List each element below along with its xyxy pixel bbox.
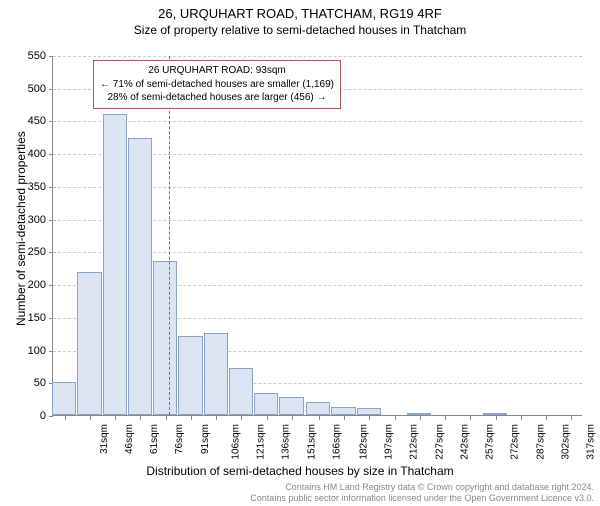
histogram-bar <box>254 393 278 415</box>
x-tick-label: 302sqm <box>560 424 571 460</box>
chart-container: 05010015020025030035040045050055031sqm46… <box>52 56 582 416</box>
x-tick-mark <box>166 416 167 420</box>
y-tick-label: 450 <box>6 115 46 127</box>
histogram-bar <box>178 336 202 415</box>
y-tick-mark <box>49 220 53 221</box>
y-tick-mark <box>49 285 53 286</box>
x-tick-mark <box>369 416 370 420</box>
y-tick-mark <box>49 252 53 253</box>
x-tick-mark <box>521 416 522 420</box>
histogram-bar <box>204 333 228 415</box>
y-tick-label: 550 <box>6 50 46 62</box>
x-tick-label: 182sqm <box>358 424 369 460</box>
histogram-bar <box>306 402 330 415</box>
y-tick-label: 400 <box>6 148 46 160</box>
x-tick-mark <box>115 416 116 420</box>
x-tick-mark <box>546 416 547 420</box>
histogram-bar <box>279 397 303 415</box>
y-tick-label: 300 <box>6 214 46 226</box>
page-subtitle: Size of property relative to semi-detach… <box>0 23 600 37</box>
x-tick-label: 242sqm <box>459 424 470 460</box>
x-tick-mark <box>571 416 572 420</box>
gridline <box>53 56 582 57</box>
x-tick-mark <box>395 416 396 420</box>
histogram-bar <box>357 408 381 415</box>
x-tick-label: 227sqm <box>434 424 445 460</box>
x-tick-label: 166sqm <box>331 424 342 460</box>
x-tick-mark <box>292 416 293 420</box>
y-tick-mark <box>49 89 53 90</box>
y-tick-mark <box>49 416 53 417</box>
x-tick-mark <box>140 416 141 420</box>
x-tick-mark <box>65 416 66 420</box>
y-tick-mark <box>49 154 53 155</box>
histogram-bar <box>153 261 177 415</box>
footer-attribution: Contains HM Land Registry data © Crown c… <box>250 482 594 504</box>
x-tick-mark <box>90 416 91 420</box>
x-tick-mark <box>420 416 421 420</box>
histogram-bar <box>331 407 355 416</box>
histogram-bar <box>77 272 101 415</box>
y-axis-label: Number of semi-detached properties <box>14 131 28 326</box>
y-tick-mark <box>49 187 53 188</box>
x-tick-label: 257sqm <box>485 424 496 460</box>
x-tick-label: 287sqm <box>535 424 546 460</box>
y-tick-label: 350 <box>6 181 46 193</box>
x-tick-label: 151sqm <box>306 424 317 460</box>
y-tick-label: 100 <box>6 345 46 357</box>
y-tick-label: 250 <box>6 246 46 258</box>
y-tick-label: 150 <box>6 312 46 324</box>
x-tick-label: 46sqm <box>124 424 135 454</box>
x-tick-mark <box>267 416 268 420</box>
x-tick-label: 31sqm <box>99 424 110 454</box>
histogram-bar <box>52 382 76 415</box>
x-tick-label: 317sqm <box>586 424 597 460</box>
footer-line-2: Contains public sector information licen… <box>250 493 594 504</box>
annotation-line2: ← 71% of semi-detached houses are smalle… <box>100 78 334 92</box>
histogram-bar <box>103 114 127 415</box>
x-tick-label: 212sqm <box>409 424 420 460</box>
x-tick-mark <box>496 416 497 420</box>
annotation-line1: 26 URQUHART ROAD: 93sqm <box>100 64 334 78</box>
gridline <box>53 121 582 122</box>
y-tick-label: 200 <box>6 279 46 291</box>
x-tick-mark <box>319 416 320 420</box>
x-tick-label: 272sqm <box>510 424 521 460</box>
x-tick-mark <box>344 416 345 420</box>
annotation-line3: 28% of semi-detached houses are larger (… <box>100 91 334 105</box>
y-tick-mark <box>49 121 53 122</box>
y-tick-mark <box>49 318 53 319</box>
x-tick-mark <box>191 416 192 420</box>
page-title: 26, URQUHART ROAD, THATCHAM, RG19 4RF <box>0 6 600 21</box>
x-tick-label: 61sqm <box>149 424 160 454</box>
y-tick-mark <box>49 56 53 57</box>
histogram-bar <box>128 138 152 415</box>
x-tick-mark <box>241 416 242 420</box>
x-tick-label: 197sqm <box>384 424 395 460</box>
annotation-box: 26 URQUHART ROAD: 93sqm← 71% of semi-det… <box>93 60 341 109</box>
plot-area: 05010015020025030035040045050055031sqm46… <box>52 56 582 416</box>
y-tick-mark <box>49 351 53 352</box>
x-tick-mark <box>470 416 471 420</box>
x-tick-mark <box>216 416 217 420</box>
x-tick-label: 91sqm <box>200 424 211 454</box>
x-tick-label: 76sqm <box>175 424 186 454</box>
y-tick-label: 500 <box>6 83 46 95</box>
x-axis-label: Distribution of semi-detached houses by … <box>0 464 600 478</box>
x-tick-label: 121sqm <box>256 424 267 460</box>
y-tick-label: 0 <box>6 410 46 422</box>
footer-line-1: Contains HM Land Registry data © Crown c… <box>250 482 594 493</box>
x-tick-mark <box>445 416 446 420</box>
histogram-bar <box>407 413 431 415</box>
x-tick-label: 136sqm <box>281 424 292 460</box>
x-tick-label: 106sqm <box>231 424 242 460</box>
y-tick-label: 50 <box>6 377 46 389</box>
histogram-bar <box>229 368 253 415</box>
reference-line <box>169 56 170 415</box>
histogram-bar <box>483 413 507 415</box>
